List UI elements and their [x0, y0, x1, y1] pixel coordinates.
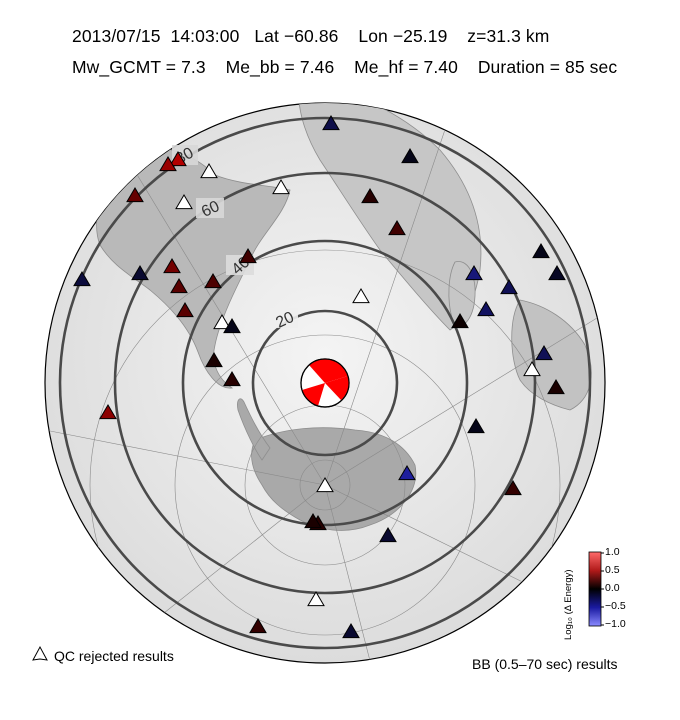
ring-40 [181, 239, 469, 527]
station-triangle[interactable] [451, 313, 469, 329]
station-triangle-qc-rejected[interactable] [352, 288, 370, 304]
station-triangle-qc-rejected[interactable] [213, 314, 231, 330]
colorbar [588, 551, 604, 627]
station-triangle[interactable] [163, 258, 181, 274]
station-triangle[interactable] [126, 187, 144, 203]
station-triangle[interactable] [99, 404, 117, 420]
station-triangle[interactable] [131, 265, 149, 281]
station-triangle[interactable] [304, 513, 322, 529]
colorbar-tick: −1.0 [605, 618, 626, 630]
colorbar-tick: 1.0 [605, 546, 620, 558]
colorbar-tick: 0.5 [605, 564, 620, 576]
ring-80 [58, 116, 592, 650]
station-triangle[interactable] [342, 623, 360, 639]
station-triangle[interactable] [388, 220, 406, 236]
station-triangle[interactable] [504, 480, 522, 496]
event-info-line2: Mw_GCMT = 7.3 Me_bb = 7.46 Me_hf = 7.40 … [72, 57, 618, 77]
qc-legend-label: QC rejected results [54, 648, 174, 664]
qc-legend-triangle-icon [32, 645, 48, 661]
station-triangle-qc-rejected[interactable] [523, 361, 541, 377]
station-triangle[interactable] [159, 156, 177, 172]
colorbar-title: Log₁₀ (Δ Energy) [563, 569, 574, 640]
station-triangle[interactable] [548, 265, 566, 281]
station-triangle[interactable] [249, 618, 267, 634]
station-triangle[interactable] [401, 148, 419, 164]
station-triangle[interactable] [176, 302, 194, 318]
event-info-line1: 2013/07/15 14:03:00 Lat −60.86 Lon −25.1… [72, 26, 550, 46]
australia-landmass [511, 299, 592, 411]
ring-label-60: 60 [199, 198, 222, 221]
distance-rings [58, 116, 592, 650]
ring-60 [113, 171, 537, 595]
station-triangle[interactable] [322, 115, 340, 131]
station-triangle[interactable] [379, 527, 397, 543]
station-triangle[interactable] [361, 188, 379, 204]
antarctic-peninsula [237, 398, 271, 461]
station-triangle[interactable] [500, 279, 518, 295]
station-triangle[interactable] [547, 379, 565, 395]
station-triangle[interactable] [169, 151, 187, 167]
station-triangle-qc-rejected[interactable] [316, 477, 334, 493]
station-triangle[interactable] [477, 301, 495, 317]
station-triangle-qc-rejected[interactable] [200, 163, 218, 179]
station-triangle[interactable] [170, 278, 188, 294]
station-triangle[interactable] [204, 273, 222, 289]
station-triangle[interactable] [398, 465, 416, 481]
station-triangle[interactable] [73, 271, 91, 287]
colorbar-tick: 0.0 [605, 582, 620, 594]
station-triangle-qc-rejected[interactable] [272, 179, 290, 195]
station-markers [73, 115, 566, 639]
station-triangle[interactable] [532, 243, 550, 259]
bb-legend-label: BB (0.5–70 sec) results [472, 656, 618, 672]
station-triangle[interactable] [239, 248, 257, 264]
ring-20 [251, 309, 399, 457]
station-triangle[interactable] [223, 318, 241, 334]
colorbar-gradient [588, 551, 602, 627]
focal-mechanism-beachball[interactable] [300, 358, 350, 408]
station-triangle-qc-rejected[interactable] [175, 194, 193, 210]
station-triangle[interactable] [467, 418, 485, 434]
antarctica-landmass [251, 427, 417, 531]
station-triangle[interactable] [223, 371, 241, 387]
station-triangle[interactable] [465, 265, 483, 281]
ring-label-20: 20 [273, 309, 296, 332]
station-triangle[interactable] [205, 352, 223, 368]
station-triangle[interactable] [535, 345, 553, 361]
station-triangle-qc-rejected[interactable] [307, 591, 325, 607]
colorbar-tick: −0.5 [605, 600, 626, 612]
